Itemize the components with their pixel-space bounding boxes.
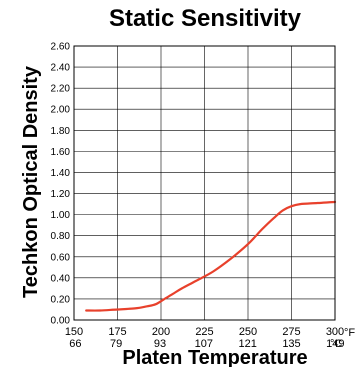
y-tick-label: 0.40 [51,273,71,284]
celsius-tick-label: 121 [238,338,256,350]
y-tick-label: 1.00 [51,210,71,221]
series-layer [85,200,337,312]
x-axis-label: Platen Temperature [122,347,307,367]
x-tick-label: 175 [108,326,126,338]
x-tick-label: 225 [195,326,213,338]
x-unit-f: °F [344,327,355,339]
grid [73,45,336,321]
y-tick-label: 0.00 [51,316,71,327]
y-axis-label: Techkon Optical Density [20,65,42,298]
y-tick-label: 2.00 [51,105,71,116]
y-tick-label: 2.60 [51,42,71,53]
plot-frame [73,45,336,321]
x-unit-c: °C [330,338,342,350]
y-tick-label: 1.60 [51,147,71,158]
celsius-tick-label: 93 [154,338,166,350]
x-tick-label: 275 [282,326,300,338]
series-line [85,200,337,312]
celsius-tick-label: 79 [110,338,122,350]
celsius-tick-label: 135 [282,338,300,350]
y-tick-label: 2.20 [51,84,71,95]
y-tick-label: 2.40 [51,63,71,74]
x-tick-label: 300 [326,326,344,338]
y-tick-label: 0.80 [51,231,71,242]
y-tick-label: 0.60 [51,252,71,263]
y-tick-label: 1.20 [51,189,71,200]
celsius-tick-label: 149 [326,338,344,350]
x-tick-label: 250 [239,326,257,338]
celsius-tick-label: 66 [69,338,81,350]
y-tick-label: 1.40 [51,168,71,179]
y-tick-label: 0.20 [51,294,71,305]
y-tick-label: 1.80 [51,126,71,137]
x-tick-label: 200 [152,326,170,338]
chart-title: Static Sensitivity [109,5,302,32]
celsius-tick-label: 107 [195,338,213,350]
x-tick-label: 150 [65,326,83,338]
tick-labels: 0.00 0.20 0.40 0.60 0.80 1.00 1.20 1.40 1.60 1.80… [51,42,345,351]
